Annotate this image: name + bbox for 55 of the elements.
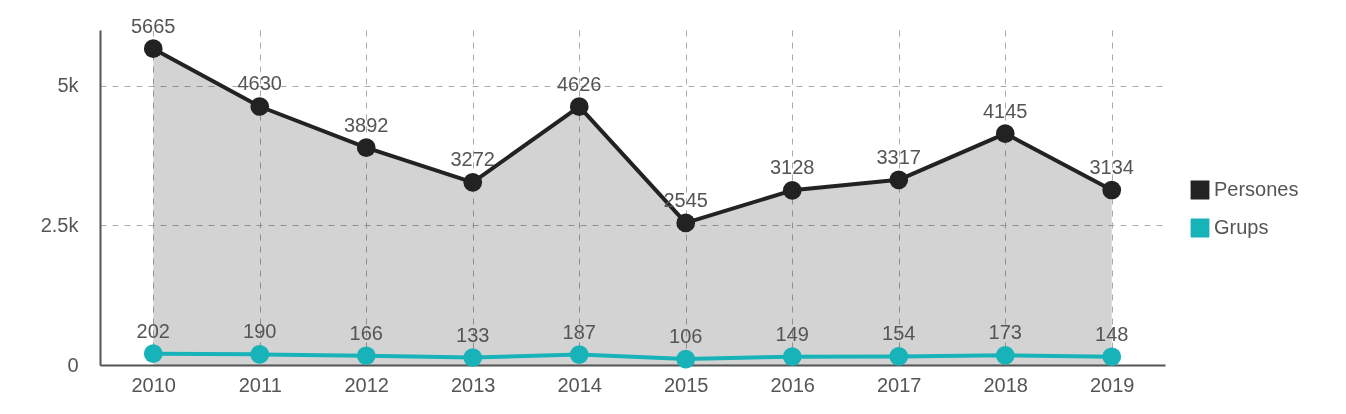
point	[782, 347, 802, 367]
point	[143, 344, 163, 364]
x-tick-label: 2018	[983, 373, 1028, 396]
x-tick-label: 2017	[877, 373, 922, 396]
data-label: 173	[988, 321, 1022, 344]
point	[250, 345, 270, 364]
x-tick-label: 2019	[1090, 373, 1135, 396]
point	[1102, 347, 1122, 367]
data-label: 133	[456, 323, 490, 346]
data-label: 3317	[876, 145, 921, 168]
data-label: 3272	[450, 148, 495, 171]
point	[995, 346, 1015, 365]
data-label: 4145	[983, 99, 1028, 122]
data-label: 5665	[131, 14, 176, 37]
point	[676, 349, 696, 369]
x-tick-label: 2015	[664, 373, 709, 396]
x-tick-label: 2014	[557, 373, 602, 396]
data-label: 3128	[770, 156, 815, 179]
data-label: 3892	[344, 113, 389, 136]
data-label: 4630	[237, 72, 282, 95]
point	[463, 348, 483, 367]
x-tick-label: 2013	[451, 373, 496, 396]
x-tick-label: 2012	[344, 373, 389, 396]
point	[1102, 180, 1122, 200]
data-label: 187	[562, 320, 596, 343]
data-label: 154	[882, 322, 916, 345]
point	[250, 97, 270, 116]
point	[463, 172, 483, 192]
data-label: 148	[1095, 322, 1129, 345]
y-tick-label: 2.5k	[40, 213, 80, 236]
point	[889, 170, 909, 190]
point	[782, 181, 802, 200]
legend-label: Persones	[1214, 178, 1299, 200]
y-tick-label: 5k	[57, 74, 80, 97]
point	[356, 346, 376, 366]
data-label: 4626	[557, 72, 602, 95]
point	[676, 213, 696, 233]
y-tick-label: 0	[67, 353, 79, 376]
point	[995, 124, 1015, 143]
data-label: 2545	[663, 188, 708, 211]
point	[143, 39, 163, 59]
data-label: 166	[349, 321, 383, 344]
data-label: 106	[669, 325, 703, 348]
data-label: 3134	[1089, 156, 1134, 179]
point	[569, 345, 589, 364]
point	[569, 97, 589, 117]
data-label: 202	[136, 319, 170, 342]
point	[889, 347, 909, 366]
data-label: 190	[243, 320, 277, 343]
data-label: 149	[775, 322, 809, 345]
point	[356, 138, 376, 158]
x-tick-label: 2010	[131, 373, 176, 396]
legend-label: Grups	[1214, 216, 1269, 238]
x-tick-label: 2016	[770, 373, 815, 396]
x-tick-label: 2011	[238, 373, 282, 396]
